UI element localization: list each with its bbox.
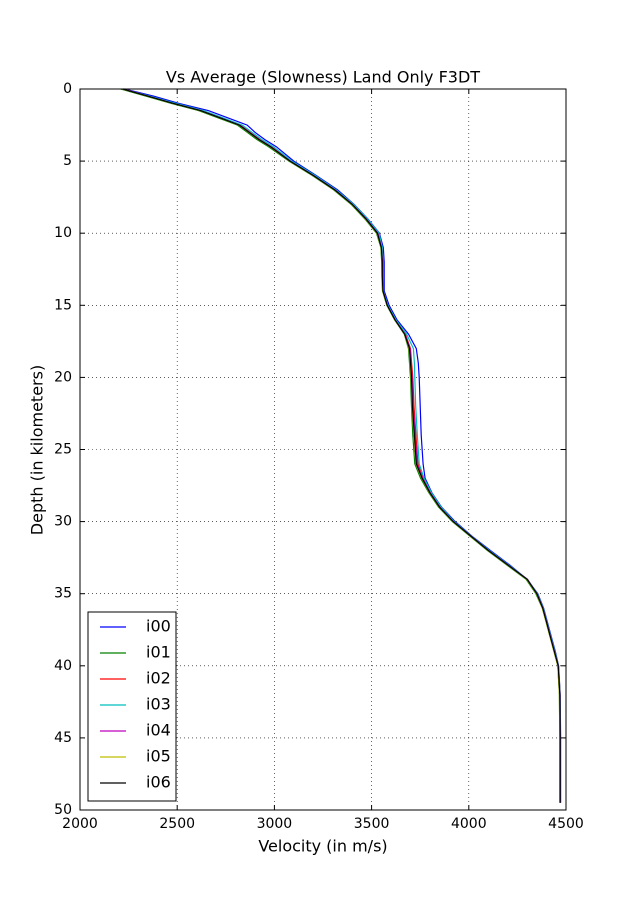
legend-label: i05 (146, 747, 171, 766)
x-tick-label: 2000 (62, 816, 98, 832)
legend-label: i06 (146, 773, 171, 792)
legend-label: i04 (146, 721, 171, 740)
x-axis-label: Velocity (in m/s) (258, 837, 387, 856)
x-tick-label: 3000 (257, 816, 293, 832)
plot-frame (79, 88, 567, 811)
x-tick-label: 4000 (451, 816, 487, 832)
legend-label: i01 (146, 643, 171, 662)
legend-label: i03 (146, 695, 171, 714)
legend-label: i00 (146, 617, 171, 636)
series-line (122, 88, 561, 803)
chart-title: Vs Average (Slowness) Land Only F3DT (166, 68, 480, 87)
y-tick-label: 30 (54, 514, 72, 530)
y-tick-label: 10 (54, 225, 72, 241)
x-tick-label: 3500 (354, 816, 390, 832)
legend-label: i02 (146, 669, 171, 688)
y-tick-label: 40 (54, 658, 72, 674)
x-tick-label: 2500 (159, 816, 195, 832)
y-tick-label: 15 (54, 297, 72, 313)
y-tick-label: 45 (54, 730, 72, 746)
x-tick-label: 4500 (548, 816, 584, 832)
y-tick-label: 50 (54, 802, 72, 818)
y-tick-label: 20 (54, 369, 72, 385)
y-axis-label: Depth (in kilometers) (28, 365, 47, 535)
y-tick-label: 35 (54, 586, 72, 602)
y-tick-label: 0 (63, 81, 72, 97)
y-tick-label: 25 (54, 442, 72, 458)
legend-box (87, 611, 177, 802)
y-tick-label: 5 (63, 153, 72, 169)
